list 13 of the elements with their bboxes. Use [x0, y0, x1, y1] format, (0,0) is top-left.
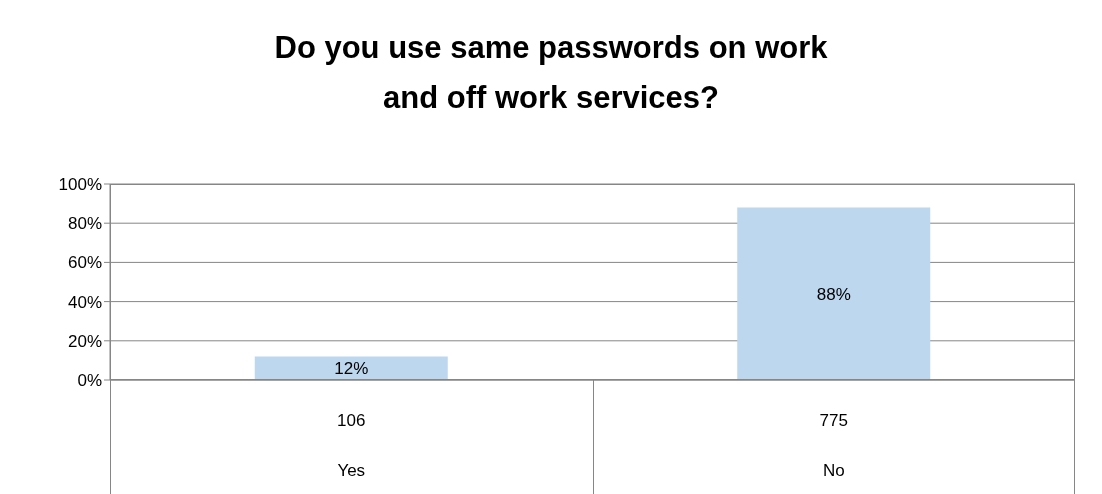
data-label: 88%	[816, 284, 851, 304]
data-label: 12%	[334, 359, 369, 379]
text: 106	[337, 411, 366, 430]
y-tick-label: 20%	[67, 331, 102, 351]
x-tick-label: No	[822, 461, 845, 480]
y-tick-label: 60%	[67, 253, 102, 273]
text: 775	[819, 411, 848, 430]
y-tick-label: 0%	[77, 371, 102, 391]
y-tick-label: 80%	[67, 214, 102, 234]
y-tick-label: 100%	[58, 175, 102, 195]
x-tick-label: Yes	[337, 461, 366, 480]
y-tick-label: 40%	[67, 292, 102, 312]
chart-title: Do you use same passwords on work and off work services?	[273, 29, 829, 117]
